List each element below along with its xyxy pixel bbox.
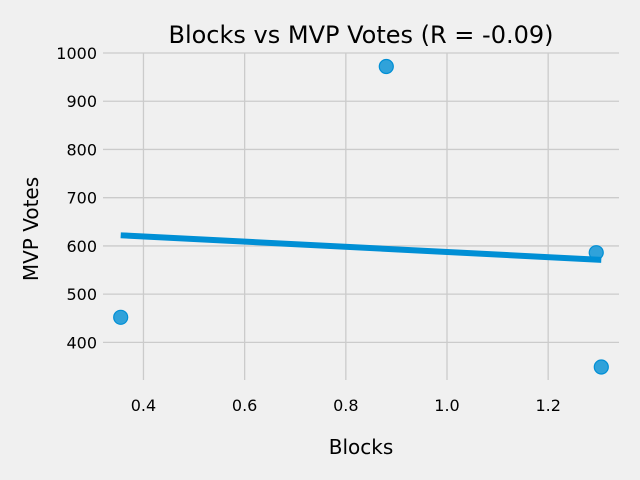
x-tick-label: 1.0 [434,396,459,415]
x-axis-label: Blocks [329,435,394,459]
y-axis-label: MVP Votes [19,177,43,281]
x-tick-label: 0.6 [232,396,257,415]
x-tick-label: 0.4 [131,396,156,415]
data-point [588,245,604,261]
y-tick-labels: 400 500 600 700 800 900 1000 [56,44,97,352]
y-tick-label: 900 [66,92,97,111]
y-tick-label: 400 [66,333,97,352]
grid-layer [103,52,619,380]
x-tick-labels: 0.4 0.6 0.8 1.0 1.2 [131,396,561,415]
y-tick-label: 500 [66,285,97,304]
y-tick-label: 1000 [56,44,97,63]
trendline-layer [120,232,602,263]
x-tick-label: 1.2 [535,396,560,415]
data-point [593,359,609,375]
y-tick-label: 600 [66,237,97,256]
y-tick-label: 700 [66,189,97,208]
data-point [378,58,394,75]
chart-title: Blocks vs MVP Votes (R = -0.09) [168,21,553,49]
points-layer [113,58,609,375]
data-point [113,309,129,325]
x-tick-label: 0.8 [333,396,358,415]
trend-line [120,232,602,263]
y-tick-label: 800 [66,140,97,159]
